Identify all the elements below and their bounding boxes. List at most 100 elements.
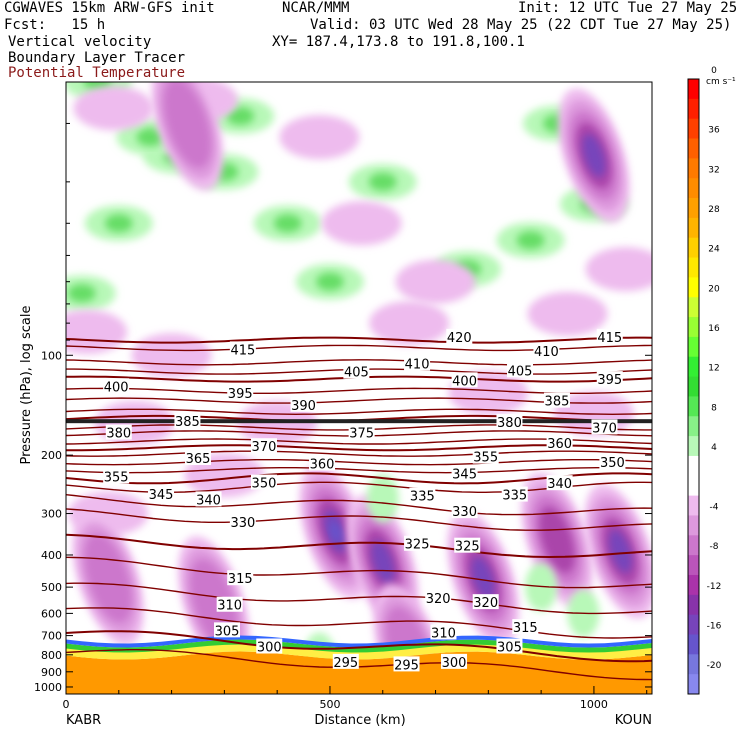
- downdraft-weak-2: [279, 115, 360, 160]
- contour-label-bg-45: [332, 653, 359, 669]
- contour-label-370: 370: [592, 421, 617, 436]
- contour-label-bg-41: [214, 622, 241, 638]
- downdraft-weak-6: [585, 247, 652, 292]
- contour-label-395: 395: [228, 387, 253, 402]
- contour-label-405: 405: [344, 366, 369, 381]
- header-variable-3: Potential Temperature: [8, 65, 186, 81]
- colorbar-swatch-14: [688, 356, 699, 378]
- contour-label-bg-17: [250, 438, 277, 454]
- colorbar-swatch-26: [688, 594, 699, 616]
- contour-label-400: 400: [104, 380, 129, 395]
- y-tick-label-700: 700: [41, 630, 62, 643]
- header-center-line1: NCAR/MMM: [282, 0, 350, 16]
- colorbar-swatch-9: [688, 257, 699, 278]
- header-right-line2: Valid: 03 UTC Wed 28 May 25 (22 CDT Tue …: [310, 17, 732, 33]
- y-tick-label-600: 600: [41, 607, 62, 620]
- contour-label-365: 365: [186, 452, 211, 467]
- contour-label-bg-29: [546, 475, 573, 491]
- theta-contour-295: [66, 649, 652, 681]
- y-tick-label-500: 500: [41, 581, 62, 594]
- contour-label-295: 295: [394, 658, 419, 673]
- contour-label-bg-31: [501, 486, 528, 502]
- contour-label-385: 385: [175, 415, 200, 430]
- colorbar-label-16: 16: [708, 324, 720, 334]
- updraft-core-4: [368, 172, 397, 191]
- colorbar-label--12: -12: [707, 582, 722, 592]
- colorbar-swatch-7: [688, 217, 699, 239]
- colorbar-swatch-22: [688, 515, 699, 536]
- contour-label-bg-21: [309, 455, 336, 471]
- contour-label-bg-46: [393, 656, 420, 672]
- y-axis-label: Pressure (hPa), log scale: [19, 306, 34, 465]
- y-tick-label-300: 300: [41, 508, 62, 521]
- colorbar-swatch-17: [688, 416, 699, 437]
- contour-label-bg-9: [507, 362, 534, 378]
- theta-contour-385: [66, 408, 652, 416]
- colorbar-swatch-13: [688, 336, 699, 358]
- downdraft-cell-8-ring-2: [84, 533, 132, 623]
- colorbar-label-4: 4: [711, 443, 717, 453]
- colorbar-label-20: 20: [708, 284, 720, 294]
- colorbar-label--16: -16: [707, 622, 722, 632]
- contour-label-bg-11: [290, 396, 317, 412]
- contour-label-bg-8: [451, 372, 478, 388]
- downdraft-cell-3-ring-4: [608, 529, 632, 573]
- colorbar-swatch-28: [688, 634, 699, 655]
- contour-label-350: 350: [600, 456, 625, 471]
- contour-label-bg-42: [430, 624, 457, 640]
- colorbar-units: cm s⁻¹: [706, 77, 736, 87]
- contour-label-335: 335: [410, 490, 435, 505]
- colorbar-swatch-18: [688, 436, 699, 457]
- contour-label-310: 310: [431, 626, 456, 641]
- colorbar-frame: [687, 78, 700, 695]
- contour-label-bg-44: [496, 638, 523, 654]
- contour-label-415: 415: [230, 343, 255, 358]
- contour-label-415: 415: [597, 331, 622, 346]
- header-variable-2: Boundary Layer Tracer: [8, 50, 186, 66]
- colorbar-swatch-21: [688, 495, 699, 516]
- contour-label-315: 315: [228, 572, 253, 587]
- contour-label-335: 335: [502, 489, 527, 504]
- theta-contour-345: [66, 467, 652, 474]
- colorbar-swatch-29: [688, 654, 699, 675]
- contour-label-bg-4: [103, 378, 130, 394]
- plot-frame: [65, 81, 653, 695]
- contour-label-340: 340: [547, 477, 572, 492]
- contour-label-bg-5: [227, 385, 254, 401]
- colorbar-swatch-30: [688, 674, 699, 695]
- updraft-core-10: [315, 272, 344, 291]
- colorbar-swatch-27: [688, 614, 699, 635]
- theta-contour-330: [66, 494, 652, 516]
- contour-label-300: 300: [442, 656, 467, 671]
- x-tick-label-500: 500: [319, 698, 340, 711]
- y-tick-label-200: 200: [41, 449, 62, 462]
- contour-label-bg-23: [451, 465, 478, 481]
- theta-contour-350: [66, 459, 652, 466]
- contour-label-380: 380: [497, 416, 522, 431]
- contour-label-305: 305: [215, 624, 240, 639]
- colorbar-label-36: 36: [708, 126, 720, 136]
- colorbar-swatch-12: [688, 317, 699, 338]
- contour-label-bg-3: [596, 328, 623, 344]
- contour-label-bg-26: [250, 474, 277, 490]
- contour-label-355: 355: [473, 451, 498, 466]
- updraft-core-7: [516, 231, 545, 250]
- x-tick-label-0: 0: [63, 698, 70, 711]
- contour-label-405: 405: [508, 364, 533, 379]
- contour-label-bg-2: [533, 342, 560, 358]
- contour-label-355: 355: [104, 471, 129, 486]
- contour-label-300: 300: [257, 640, 282, 655]
- contour-label-bg-30: [409, 487, 436, 503]
- contour-label-330: 330: [230, 516, 255, 531]
- downdraft-weak-9: [131, 333, 212, 378]
- contour-label-bg-14: [105, 424, 132, 440]
- contour-label-bg-7: [404, 355, 431, 371]
- y-tick-label-800: 800: [41, 649, 62, 662]
- contour-label-bg-25: [103, 468, 130, 484]
- y-tick-label-400: 400: [41, 549, 62, 562]
- contour-label-375: 375: [349, 427, 374, 442]
- colorbar-swatch-3: [688, 138, 699, 159]
- right-endpoint-label: KOUN: [615, 713, 652, 728]
